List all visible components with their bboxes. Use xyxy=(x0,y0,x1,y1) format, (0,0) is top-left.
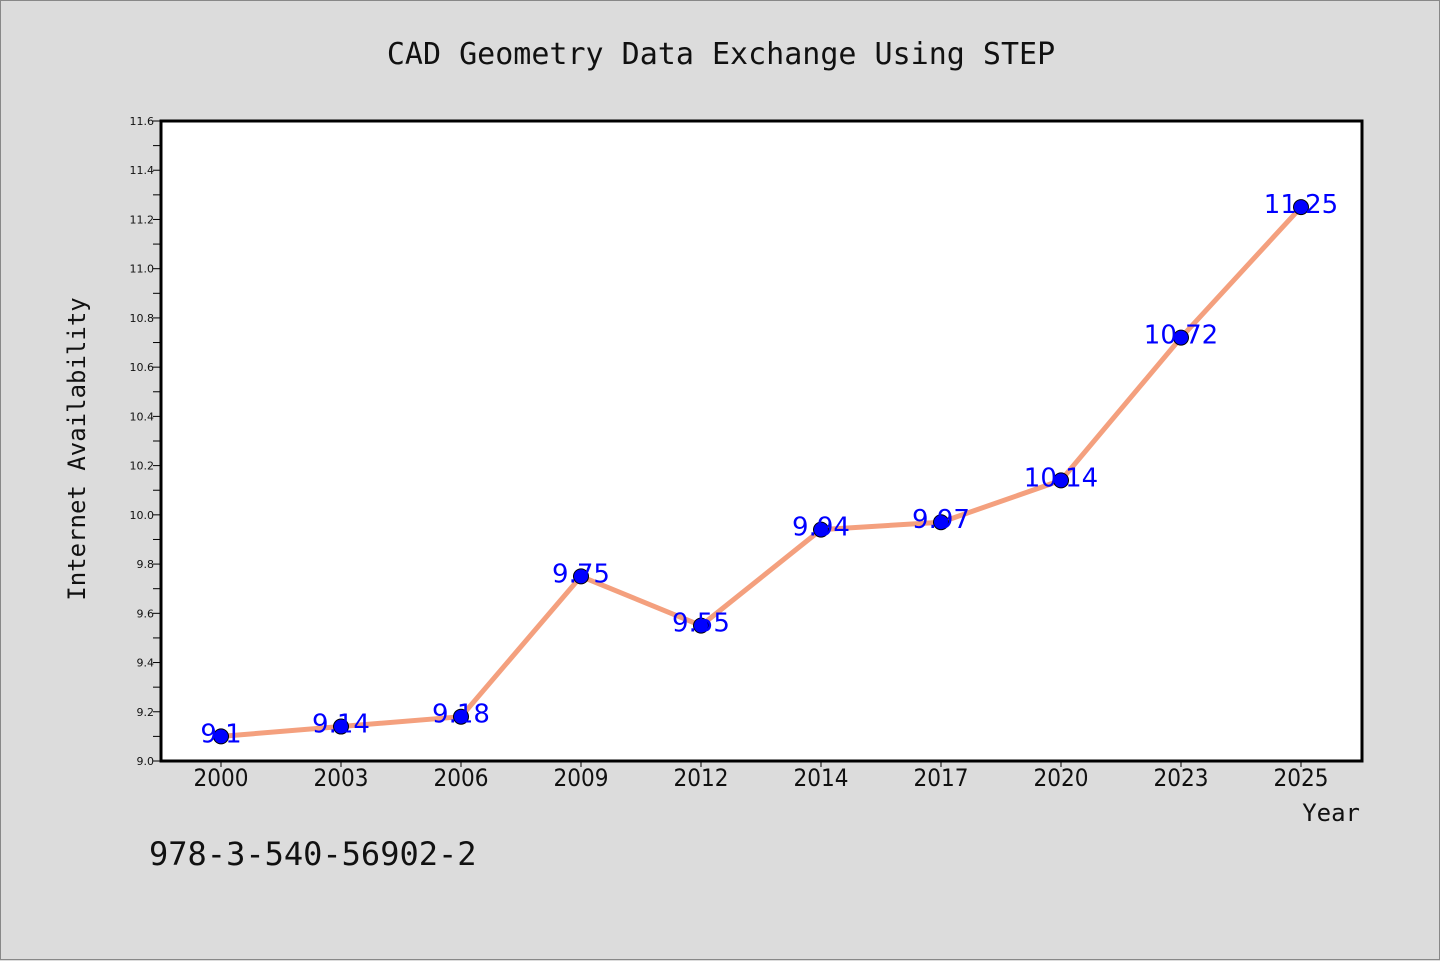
x-tick-label: 2020 xyxy=(1034,764,1089,792)
series-group xyxy=(213,199,1309,745)
data-label: 10.72 xyxy=(1144,321,1218,351)
y-axis-label: Internet Availability xyxy=(63,297,91,600)
data-point-marker xyxy=(693,617,709,634)
y-tick-label: 10.6 xyxy=(130,361,155,374)
y-tick-label: 10.0 xyxy=(130,509,155,522)
isbn-text: 978-3-540-56902-2 xyxy=(149,835,477,873)
data-label: 11.25 xyxy=(1264,190,1338,220)
chart-title: CAD Geometry Data Exchange Using STEP xyxy=(387,37,1055,72)
data-label: 9.55 xyxy=(672,609,730,639)
data-label: 9.75 xyxy=(552,559,610,589)
y-axis: 9.0 9.2 9.4 9.6 9.8 10.0 10.2 10.4 10.6 10.8 11.0 1… xyxy=(130,115,161,768)
data-point-marker xyxy=(1173,329,1189,346)
y-tick-label: 10.4 xyxy=(130,410,155,423)
y-tick-label: 9.0 xyxy=(137,755,155,768)
y-tick-label: 9.2 xyxy=(137,706,155,719)
x-axis: 2000 2003 2006 2009 2012 2014 2017 2020 2023 2025 xyxy=(194,761,1329,792)
x-tick-label: 2023 xyxy=(1154,764,1209,792)
x-tick-label: 2014 xyxy=(794,764,849,792)
data-label: 9.18 xyxy=(432,700,490,730)
data-point-marker xyxy=(933,514,949,531)
y-tick-label: 11.6 xyxy=(130,115,155,128)
data-label: 10.14 xyxy=(1024,463,1098,493)
y-tick-label: 9.8 xyxy=(137,558,155,571)
data-label: 9.94 xyxy=(792,513,850,543)
data-label: 9.97 xyxy=(912,505,970,535)
data-labels: 9.1 9.14 9.18 9.75 9.55 9.94 9.97 10.14 10.72 11.… xyxy=(200,190,1338,749)
data-label: 9.1 xyxy=(200,719,241,749)
y-tick-label: 11.0 xyxy=(130,263,155,276)
data-label: 9.14 xyxy=(312,710,370,740)
x-tick-label: 2009 xyxy=(554,764,609,792)
x-tick-label: 2006 xyxy=(434,764,489,792)
data-point-marker xyxy=(333,718,349,735)
data-point-marker xyxy=(573,568,589,585)
y-tick-label: 9.6 xyxy=(137,607,155,620)
x-axis-label: Year xyxy=(1302,799,1360,827)
y-tick-label: 9.4 xyxy=(137,657,155,670)
y-tick-label: 11.2 xyxy=(130,213,155,226)
data-point-marker xyxy=(813,521,829,538)
data-point-marker xyxy=(1053,472,1069,489)
series-line xyxy=(218,204,1304,739)
data-point-marker xyxy=(213,728,229,745)
x-tick-label: 2017 xyxy=(914,764,969,792)
x-tick-label: 2012 xyxy=(674,764,729,792)
y-tick-label: 10.2 xyxy=(130,460,155,473)
x-tick-label: 2003 xyxy=(314,764,369,792)
y-tick-label: 10.8 xyxy=(130,312,155,325)
x-tick-label: 2025 xyxy=(1274,764,1329,792)
data-point-marker xyxy=(453,708,469,725)
y-tick-label: 11.4 xyxy=(130,164,155,177)
data-point-marker xyxy=(1293,199,1309,216)
plot-area xyxy=(159,119,1364,763)
x-tick-label: 2000 xyxy=(194,764,249,792)
